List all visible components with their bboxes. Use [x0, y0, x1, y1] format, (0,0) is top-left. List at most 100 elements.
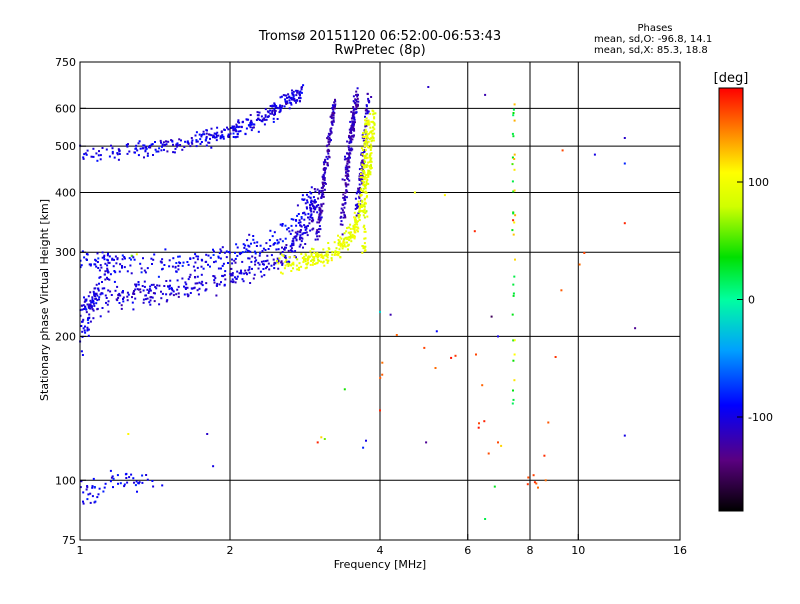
- echo-point: [304, 226, 306, 229]
- echo-point: [205, 144, 208, 147]
- echo-point: [341, 233, 344, 236]
- echo-point: [87, 295, 90, 298]
- echo-point: [291, 242, 294, 245]
- echo-point: [513, 119, 516, 122]
- echo-point: [365, 130, 368, 133]
- echo-point: [357, 230, 359, 233]
- echo-point: [177, 295, 180, 298]
- echo-point: [234, 257, 237, 260]
- echo-point: [319, 210, 322, 213]
- echo-point: [347, 170, 350, 172]
- echo-point: [352, 135, 355, 138]
- echo-point: [81, 308, 84, 311]
- echo-point: [233, 125, 236, 128]
- echo-point: [105, 297, 108, 299]
- echo-point: [98, 276, 101, 279]
- echo-point: [365, 180, 368, 183]
- echo-point: [245, 272, 248, 274]
- echo-point: [364, 123, 367, 126]
- echo-point: [373, 122, 376, 125]
- echo-point: [359, 203, 362, 206]
- echo-point: [155, 287, 158, 290]
- echo-point: [345, 189, 348, 192]
- echo-point: [212, 254, 215, 256]
- echo-point: [299, 229, 302, 231]
- echo-point: [324, 158, 327, 161]
- echo-point: [295, 219, 298, 222]
- echo-point: [134, 151, 136, 154]
- echo-point: [348, 161, 351, 164]
- echo-point: [370, 146, 373, 149]
- echo-point: [593, 153, 596, 156]
- echo-point: [362, 132, 364, 135]
- echo-point: [113, 280, 116, 283]
- echo-point: [368, 99, 370, 102]
- echo-point: [292, 242, 295, 245]
- echo-point: [116, 153, 119, 156]
- echo-point: [314, 190, 317, 193]
- echo-point: [310, 260, 313, 262]
- echo-point: [365, 153, 368, 156]
- echo-point: [348, 134, 351, 137]
- echo-point: [127, 433, 130, 435]
- echo-point: [346, 160, 349, 163]
- echo-point: [302, 246, 304, 249]
- echo-point: [337, 243, 340, 246]
- echo-point: [356, 103, 359, 106]
- echo-point: [316, 221, 319, 224]
- echo-point: [281, 223, 284, 225]
- echo-point: [84, 307, 87, 310]
- echo-point: [196, 140, 199, 143]
- echo-point: [330, 257, 333, 260]
- echo-point: [322, 178, 325, 181]
- echo-point: [370, 165, 372, 167]
- echo-point: [172, 143, 174, 146]
- echo-point: [371, 120, 374, 123]
- echo-point: [283, 105, 286, 108]
- echo-point: [329, 132, 332, 135]
- echo-point: [172, 290, 175, 293]
- echo-point: [177, 255, 180, 258]
- echo-point: [347, 159, 350, 162]
- echo-point: [101, 281, 103, 283]
- echo-point: [240, 272, 243, 275]
- echo-point: [134, 283, 137, 286]
- echo-point: [273, 113, 276, 116]
- echo-point: [215, 136, 218, 139]
- echo-point: [347, 145, 350, 148]
- echo-point: [364, 131, 367, 134]
- echo-point: [362, 211, 365, 214]
- echo-point: [354, 197, 357, 200]
- echo-point: [365, 210, 368, 213]
- echo-point: [127, 293, 130, 296]
- echo-point: [262, 268, 265, 270]
- echo-point: [291, 92, 294, 95]
- echo-point: [310, 186, 313, 189]
- echo-point: [267, 115, 270, 118]
- echo-point: [332, 120, 335, 123]
- echo-point: [110, 476, 113, 479]
- echo-point: [189, 292, 192, 294]
- echo-point: [280, 106, 283, 109]
- echo-point: [116, 474, 119, 477]
- echo-point: [137, 283, 140, 286]
- echo-point: [241, 251, 244, 254]
- echo-point: [353, 129, 356, 132]
- echo-point: [126, 291, 129, 294]
- echo-point: [205, 253, 208, 256]
- echo-point: [326, 250, 329, 253]
- echo-point: [186, 286, 189, 289]
- echo-point: [306, 207, 308, 210]
- echo-point: [348, 235, 351, 238]
- echo-point: [96, 307, 99, 310]
- echo-point: [350, 149, 353, 152]
- echo-point: [543, 454, 546, 457]
- echo-point: [365, 138, 368, 141]
- echo-point: [146, 154, 149, 157]
- echo-point: [142, 144, 145, 147]
- echo-point: [306, 263, 309, 266]
- echo-point: [96, 299, 99, 302]
- echo-point: [634, 327, 637, 330]
- echo-point: [364, 119, 366, 122]
- echo-point: [365, 176, 368, 179]
